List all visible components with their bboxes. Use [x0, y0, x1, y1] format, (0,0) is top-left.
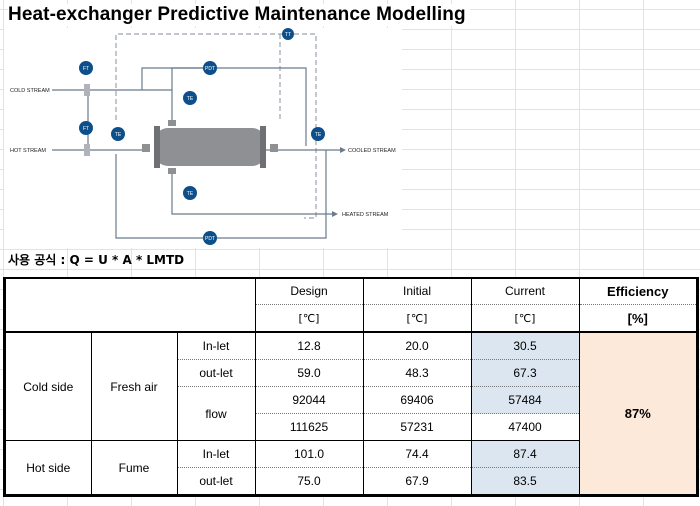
fume-label: Fume	[91, 440, 178, 496]
temperature-element-icon	[183, 91, 197, 105]
design-value: 12.8	[255, 332, 364, 360]
inlet-label: In-let	[177, 332, 256, 360]
svg-text:TE: TE	[315, 132, 322, 138]
temperature-table: Design Initial Current Efficiency [℃] [℃…	[3, 277, 699, 497]
initial-value: 69406	[363, 386, 472, 414]
design-value: 101.0	[255, 440, 364, 468]
formula-text: 사용 공식 : Q = U * A * LMTD	[8, 253, 185, 267]
svg-text:TE: TE	[115, 132, 122, 138]
current-value: 30.5	[471, 332, 580, 360]
current-value: 67.3	[471, 359, 580, 387]
temperature-element-icon	[183, 186, 197, 200]
pressure-differential-icon	[203, 231, 217, 245]
svg-text:PDT: PDT	[205, 236, 215, 242]
current-value: 47400	[471, 413, 580, 441]
fresh-air-label: Fresh air	[91, 332, 178, 441]
efficiency-unit: [%]	[579, 304, 698, 333]
cold-stream-label: COLD STREAM	[10, 88, 50, 94]
design-value: 75.0	[255, 467, 364, 496]
heated-stream-label: HEATED STREAM	[342, 212, 389, 218]
page-title: Heat-exchanger Predictive Maintenance Mo…	[8, 4, 470, 26]
initial-value: 74.4	[363, 440, 472, 468]
design-unit: [℃]	[255, 304, 364, 333]
initial-header: Initial	[363, 278, 472, 305]
current-unit: [℃]	[471, 304, 580, 333]
temperature-element-icon	[311, 127, 325, 141]
hot-side-label: Hot side	[4, 440, 92, 496]
initial-value: 57231	[363, 413, 472, 441]
svg-text:TT: TT	[285, 32, 291, 38]
initial-value: 20.0	[363, 332, 472, 360]
svg-text:FT: FT	[83, 126, 89, 132]
design-value: 111625	[255, 413, 364, 441]
pressure-differential-icon	[203, 61, 217, 75]
efficiency-value: 87%	[579, 332, 698, 496]
svg-text:PDT: PDT	[205, 66, 215, 72]
cold-side-label: Cold side	[4, 332, 92, 441]
flow-transmitter-icon	[79, 121, 93, 135]
header-blank	[4, 278, 256, 333]
initial-value: 48.3	[363, 359, 472, 387]
temperature-transmitter-icon	[282, 28, 294, 40]
current-value: 87.4	[471, 440, 580, 468]
current-value: 57484	[471, 386, 580, 414]
current-header: Current	[471, 278, 580, 305]
svg-text:TE: TE	[187, 96, 194, 102]
design-value: 92044	[255, 386, 364, 414]
cooled-stream-label: COOLED STREAM	[348, 148, 396, 154]
initial-value: 67.9	[363, 467, 472, 496]
design-value: 59.0	[255, 359, 364, 387]
flow-label: flow	[177, 386, 256, 441]
hot-stream-label: HOT STREAM	[10, 148, 46, 154]
process-diagram: FT FT TE TE TE TE PDT PDT TT COLD STREAM…	[4, 28, 402, 248]
inlet-label: In-let	[177, 440, 256, 468]
current-value: 83.5	[471, 467, 580, 496]
outlet-label: out-let	[177, 359, 256, 387]
svg-text:FT: FT	[83, 66, 89, 72]
flow-transmitter-icon	[79, 61, 93, 75]
temperature-element-icon	[111, 127, 125, 141]
efficiency-header: Efficiency	[579, 278, 698, 305]
initial-unit: [℃]	[363, 304, 472, 333]
svg-text:TE: TE	[187, 191, 194, 197]
outlet-label: out-let	[177, 467, 256, 496]
design-header: Design	[255, 278, 364, 305]
